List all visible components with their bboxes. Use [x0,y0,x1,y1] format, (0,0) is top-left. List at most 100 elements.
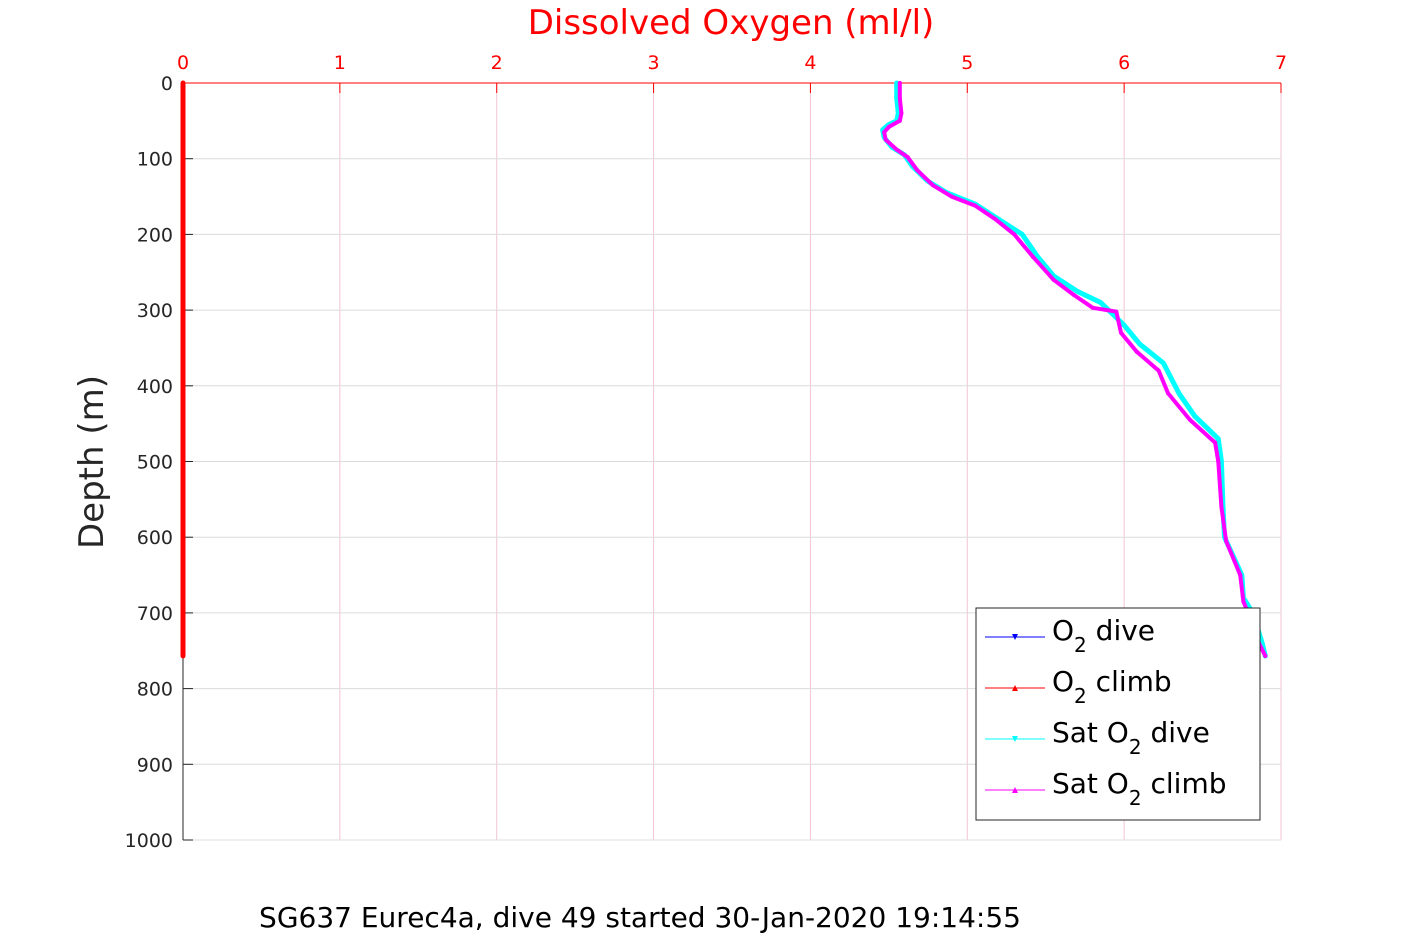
x-tick-label: 3 [648,52,660,74]
series-point-3 [897,118,902,123]
figure-caption: SG637 Eurec4a, dive 49 started 30-Jan-20… [259,901,1021,934]
legend-box [975,607,1261,821]
legend-marker-2 [1012,736,1018,742]
x-tick-label: 4 [804,52,816,74]
series-point-3 [897,81,902,85]
legend-label-subscript: 2 [1074,684,1087,708]
series-point-3 [886,124,891,129]
x-tick-label: 7 [1275,52,1287,74]
series-point-1 [181,383,185,388]
legend-label-2: Sat O2 dive [1052,716,1210,759]
series-line-3 [882,81,1268,658]
y-tick-label: 700 [137,603,173,625]
series-point-2 [1219,459,1224,464]
legend-label-subscript: 2 [1129,786,1142,810]
series-point-3 [915,168,920,173]
series-point-2 [1192,414,1197,419]
series-point-3 [1224,538,1229,543]
series-point-3 [897,96,902,101]
series-point-3 [1216,459,1221,464]
series-point-3 [1213,440,1218,445]
series-point-3 [1012,232,1017,237]
y-tick-label: 400 [137,376,173,398]
x-tick-label: 2 [491,52,503,74]
series-point-1 [181,232,185,237]
y-axis-title: Depth (m) [72,375,112,549]
series-point-1 [181,156,185,161]
series-point-2 [1137,342,1142,347]
series-point-3 [1238,573,1243,578]
legend-marker-3 [1012,787,1018,793]
series-point-2 [894,96,899,101]
legend-label-3: Sat O2 climb [1052,767,1227,810]
legend-label-main: Sat O [1052,767,1129,800]
series-point-3 [883,137,888,142]
y-tick-label: 900 [137,754,173,776]
x-tick-labels: 0 1 2 3 4 5 6 7 [177,52,1287,74]
y-tick-label: 500 [137,452,173,474]
series-point-2 [894,81,899,85]
legend-label-main: O [1052,614,1074,647]
series-point-3 [882,130,887,135]
series-point-1 [181,81,185,85]
x-axis-title: Dissolved Oxygen (ml/l) [528,3,935,43]
legend-label-suffix: climb [1087,665,1172,698]
series-point-3 [899,111,904,116]
legend-label-suffix: climb [1142,767,1227,800]
series-point-3 [949,194,954,199]
legend-label-1: O2 climb [1052,665,1172,708]
series-point-3 [1071,292,1076,297]
series-point-2 [1161,361,1166,366]
series-layer [180,80,1268,659]
legend-label-suffix: dive [1087,614,1155,647]
x-tick-label: 1 [334,52,346,74]
y-tick-labels: 0 100 200 300 400 500 600 700 800 900 1000 [125,73,173,852]
y-tick-label: 100 [137,149,173,171]
series-point-3 [1134,349,1139,354]
x-tick-label: 6 [1118,52,1130,74]
series-point-1 [181,610,185,615]
y-tick-label: 300 [137,300,173,322]
series-point-3 [1241,599,1246,604]
series-point-1 [181,654,185,659]
legend-label-0: O2 dive [1052,614,1155,657]
series-point-3 [930,183,935,188]
series-point-3 [1188,417,1193,422]
series-point-3 [1090,305,1095,310]
series-point-3 [1119,330,1124,335]
series-point-2 [1122,323,1127,328]
series-point-3 [1263,654,1268,659]
series-point-3 [1031,255,1036,260]
series-point-3 [1156,368,1161,373]
series-point-2 [1020,232,1025,237]
legend-label-main: Sat O [1052,716,1129,749]
x-tick-label: 0 [177,52,189,74]
y-tick-label: 1000 [125,830,173,852]
series-point-3 [1166,391,1171,396]
legend-label-main: O [1052,665,1074,698]
x-tick-label: 5 [961,52,973,74]
legend-label-subscript: 2 [1129,735,1142,759]
series-point-2 [1075,289,1080,294]
legend-marker-1 [1012,685,1018,691]
series-point-2 [1216,436,1221,441]
y-tick-label: 200 [137,224,173,246]
series-point-2 [1177,391,1182,396]
y-tick-label: 600 [137,527,173,549]
series-point-2 [1035,255,1040,260]
series-point-3 [973,203,978,208]
legend-label-suffix: dive [1142,716,1210,749]
y-tick-label: 800 [137,679,173,701]
series-point-3 [905,155,910,160]
series-point-3 [1114,309,1119,314]
series-point-1 [181,308,185,313]
series-point-1 [181,459,185,464]
series-point-3 [993,217,998,222]
series-point-2 [1098,300,1103,305]
legend-marker-0 [1012,634,1018,640]
series-point-3 [1219,504,1224,509]
series-point-3 [1051,277,1056,282]
series-point-1 [181,535,185,540]
